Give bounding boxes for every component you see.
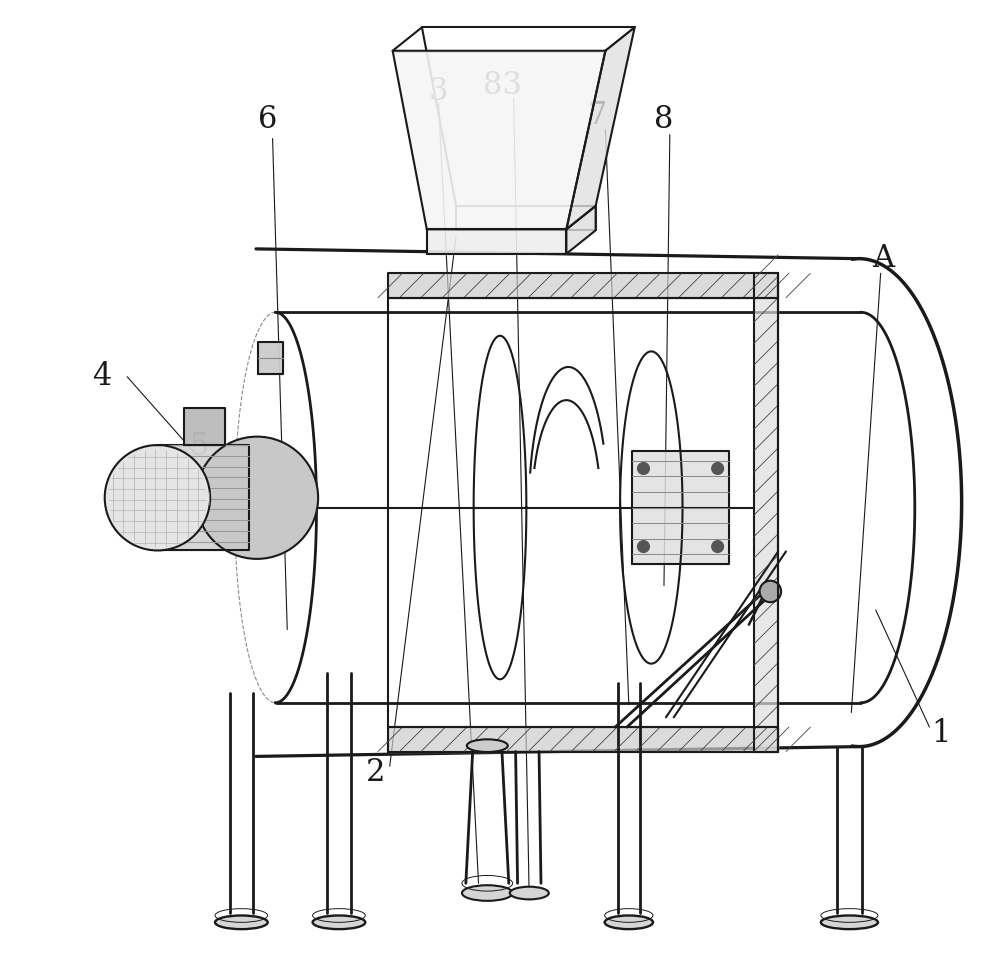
Ellipse shape (462, 885, 513, 901)
Text: 4: 4 (92, 361, 111, 392)
Ellipse shape (510, 886, 549, 900)
Polygon shape (632, 451, 729, 564)
Circle shape (196, 436, 318, 559)
Polygon shape (393, 51, 605, 229)
Text: 7: 7 (588, 100, 607, 131)
Polygon shape (566, 206, 596, 254)
Ellipse shape (605, 915, 653, 929)
Text: 83: 83 (483, 70, 521, 102)
Polygon shape (388, 727, 778, 752)
Circle shape (638, 541, 649, 552)
Text: 5: 5 (190, 430, 209, 462)
Ellipse shape (467, 740, 508, 752)
Polygon shape (754, 273, 778, 752)
Text: 2: 2 (366, 757, 386, 789)
Text: 1: 1 (931, 718, 951, 750)
Circle shape (760, 581, 781, 602)
Polygon shape (427, 229, 566, 254)
Text: 6: 6 (258, 103, 277, 135)
Text: 8: 8 (654, 103, 674, 135)
Circle shape (712, 541, 724, 552)
Polygon shape (388, 273, 778, 298)
Polygon shape (566, 27, 635, 229)
Polygon shape (184, 408, 225, 445)
Circle shape (712, 463, 724, 474)
Polygon shape (258, 342, 283, 374)
Ellipse shape (313, 915, 365, 929)
Circle shape (638, 463, 649, 474)
Text: 3: 3 (429, 76, 448, 107)
Polygon shape (159, 445, 249, 550)
Ellipse shape (821, 915, 878, 929)
Text: A: A (873, 243, 895, 274)
Ellipse shape (215, 915, 268, 929)
Circle shape (105, 445, 210, 550)
